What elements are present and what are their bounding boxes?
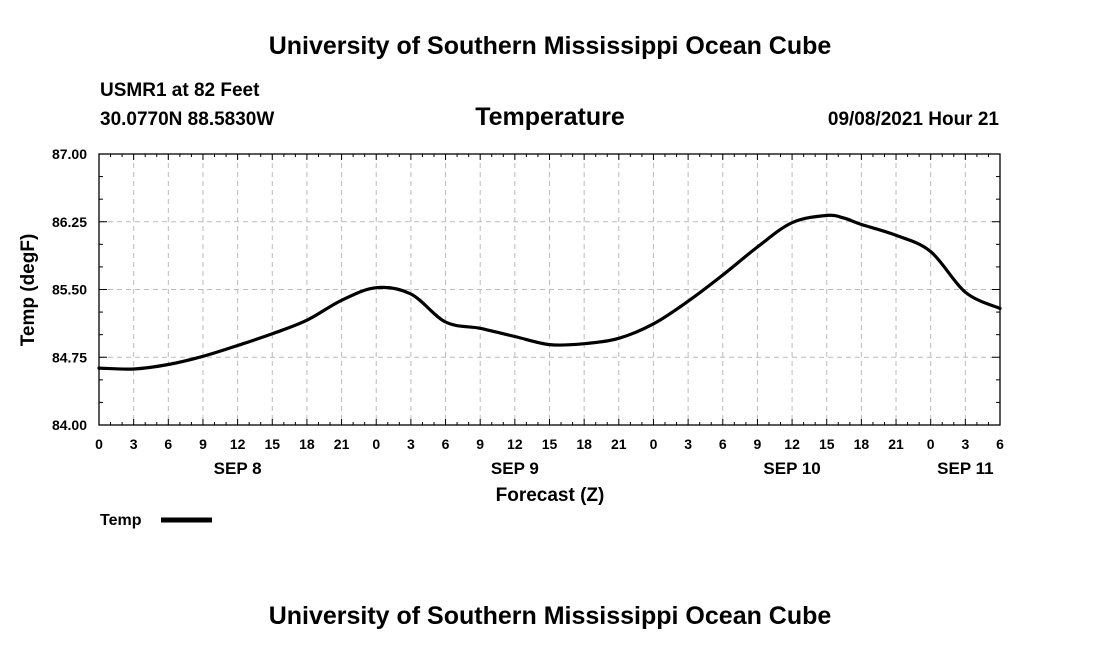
y-tick-labels: 84.00 84.75 85.50 86.25 87.00 bbox=[52, 146, 87, 433]
x-tick-label: 0 bbox=[927, 436, 935, 452]
x-tick-label: 15 bbox=[542, 436, 558, 452]
x-tick-label: 9 bbox=[754, 436, 762, 452]
station-coords: 30.0770N 88.5830W bbox=[100, 109, 274, 130]
x-tick-label: 6 bbox=[719, 436, 727, 452]
day-labels: SEP 8 SEP 9 SEP 10 SEP 11 bbox=[214, 459, 994, 478]
x-axis-label: Forecast (Z) bbox=[496, 485, 605, 506]
x-tick-label: 12 bbox=[784, 436, 800, 452]
x-tick-label: 9 bbox=[199, 436, 207, 452]
x-tick-label: 6 bbox=[996, 436, 1004, 452]
x-tick-label: 15 bbox=[819, 436, 835, 452]
station-label: USMR1 at 82 Feet bbox=[100, 80, 260, 101]
day-label: SEP 11 bbox=[937, 459, 993, 478]
series-line-temp bbox=[97, 213, 1002, 371]
plot-frame bbox=[98, 153, 1001, 426]
chart-title: Temperature bbox=[475, 103, 625, 131]
x-tick-labels: 0 3 6 9 12 15 18 21 0 3 6 9 12 15 18 21 0 3 6 9 12 15 18 21 0 3 6 bbox=[95, 436, 1004, 452]
x-tick-label: 3 bbox=[684, 436, 692, 452]
y-tick-label: 85.50 bbox=[52, 282, 87, 298]
y-tick-label: 86.25 bbox=[52, 214, 87, 230]
day-label: SEP 8 bbox=[214, 459, 262, 478]
x-tick-label: 12 bbox=[230, 436, 246, 452]
y-axis-label: Temp (degF) bbox=[18, 234, 39, 347]
grid-lines bbox=[99, 154, 1000, 425]
timestamp: 09/08/2021 Hour 21 bbox=[828, 109, 1000, 130]
x-tick-label: 12 bbox=[507, 436, 523, 452]
x-tick-label: 18 bbox=[854, 436, 870, 452]
x-tick-label: 3 bbox=[407, 436, 415, 452]
y-tick-label: 87.00 bbox=[52, 146, 87, 162]
x-tick-label: 0 bbox=[650, 436, 658, 452]
x-tick-label: 3 bbox=[961, 436, 969, 452]
x-tick-label: 18 bbox=[299, 436, 315, 452]
y-tick-label: 84.00 bbox=[52, 417, 87, 433]
x-tick-label: 6 bbox=[442, 436, 450, 452]
x-tick-label: 21 bbox=[611, 436, 627, 452]
x-tick-label: 15 bbox=[264, 436, 280, 452]
series-group bbox=[97, 213, 1002, 371]
x-tick-label: 0 bbox=[95, 436, 103, 452]
page-title: University of Southern Mississippi Ocean… bbox=[269, 32, 832, 60]
x-tick-label: 21 bbox=[334, 436, 350, 452]
y-tick-label: 84.75 bbox=[52, 349, 87, 365]
x-tick-label: 3 bbox=[130, 436, 138, 452]
day-label: SEP 10 bbox=[763, 459, 820, 478]
x-tick-label: 0 bbox=[372, 436, 380, 452]
x-tick-label: 6 bbox=[164, 436, 172, 452]
x-tick-label: 9 bbox=[476, 436, 484, 452]
day-label: SEP 9 bbox=[491, 459, 539, 478]
x-tick-label: 21 bbox=[888, 436, 904, 452]
footer-title: University of Southern Mississippi Ocean… bbox=[269, 602, 832, 630]
x-tick-label: 18 bbox=[576, 436, 592, 452]
legend-label: Temp bbox=[100, 512, 142, 529]
